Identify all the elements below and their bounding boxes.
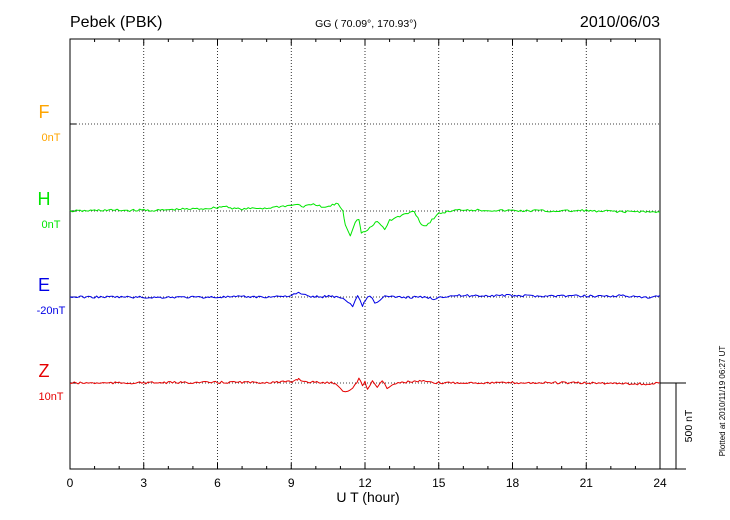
- date-label: 2010/06/03: [580, 14, 660, 31]
- x-tick-label: 0: [67, 476, 74, 490]
- x-axis-label: U T (hour): [336, 489, 399, 505]
- series-name-label: H: [38, 189, 51, 209]
- series-line-e: [69, 291, 661, 308]
- series-baseline-label: 0nT: [42, 132, 61, 144]
- series-line-z: [69, 377, 661, 393]
- plotted-note: Plotted at 2010/11/19 06:27 UT: [718, 346, 727, 457]
- scale-bar: [660, 382, 686, 470]
- series-name-label: F: [39, 102, 50, 122]
- series-baseline-label: 10nT: [38, 391, 63, 403]
- series-lines: [69, 202, 661, 393]
- coordinates-label: GG ( 70.09°, 170.93°): [315, 18, 417, 30]
- series-labels: F 0nT H 0nT E -20nT Z 10nT: [37, 102, 66, 403]
- series-baseline-label: 0nT: [42, 219, 61, 231]
- grid-lines: [70, 39, 660, 469]
- series-name-label: Z: [39, 361, 50, 381]
- x-tick-label: 18: [506, 476, 520, 490]
- series-baseline-label: -20nT: [37, 305, 66, 317]
- plot-frame: [69, 38, 661, 470]
- x-tick-label: 12: [358, 476, 372, 490]
- x-tick-label: 24: [653, 476, 667, 490]
- series-line-h: [69, 202, 661, 237]
- x-tick-label: 9: [288, 476, 295, 490]
- series-name-label: E: [38, 275, 50, 295]
- axis-ticks: 0 3 6 9 12 15 18 21 24: [67, 39, 667, 490]
- x-tick-label: 15: [432, 476, 446, 490]
- x-tick-label: 6: [214, 476, 221, 490]
- station-title: Pebek (PBK): [70, 14, 162, 31]
- scale-bar-label: 500 nT: [683, 409, 695, 442]
- x-tick-label: 3: [140, 476, 147, 490]
- x-tick-label: 21: [580, 476, 594, 490]
